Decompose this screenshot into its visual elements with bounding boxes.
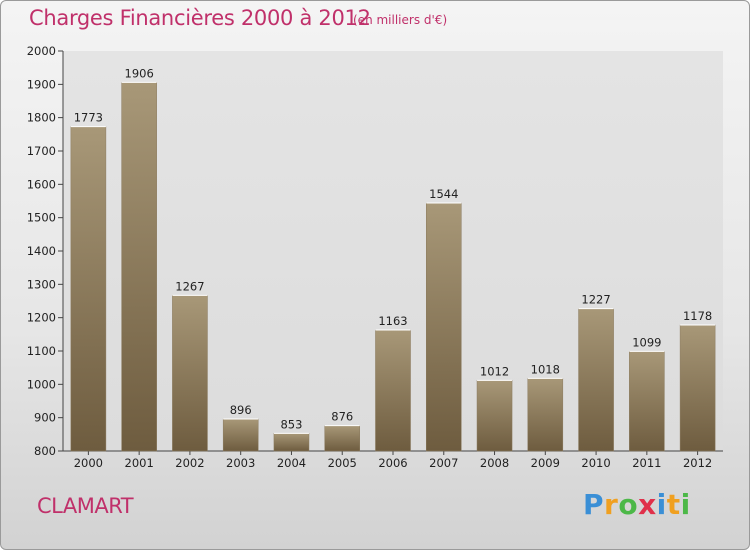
- brand-letter: i: [656, 488, 667, 521]
- data-label-2004: 853: [280, 417, 302, 431]
- bar-2012: [679, 324, 716, 452]
- y-tick-label: 1500: [27, 211, 56, 225]
- y-tick-label: 1700: [27, 144, 56, 158]
- brand-letter: P: [583, 488, 605, 521]
- data-label-2005: 876: [331, 410, 353, 424]
- data-label-2007: 1544: [429, 187, 458, 201]
- x-tick-label-2009: 2009: [531, 456, 560, 470]
- data-label-2006: 1163: [378, 314, 407, 328]
- brand-letter: r: [604, 488, 619, 521]
- data-label-2009: 1018: [531, 362, 560, 376]
- y-tick-label: 1100: [27, 344, 56, 358]
- x-tick-label-2003: 2003: [226, 456, 255, 470]
- bar-2006: [375, 329, 411, 452]
- data-label-2002: 1267: [175, 279, 204, 293]
- bars: [70, 81, 716, 452]
- y-tick-label: 1000: [27, 377, 56, 391]
- value-labels: 1773 1906 1267 896 853 876 1163 1544 1012 1018 122…: [74, 66, 713, 431]
- x-tick-label-2004: 2004: [277, 456, 306, 470]
- x-tick-label-2007: 2007: [429, 456, 458, 470]
- y-tick-label: 2000: [27, 44, 56, 58]
- bar-2007: [426, 202, 462, 452]
- brand-letter: o: [618, 488, 639, 521]
- y-tick-label: 1200: [27, 311, 56, 325]
- brand-logo: Proxiti: [583, 488, 691, 521]
- x-tick-label-2012: 2012: [683, 456, 712, 470]
- chart-subtitle: (en milliers d'€): [353, 13, 448, 27]
- x-axis: 2000 2001 2002 2003 2004 2005 2006 2007 2008 2009…: [63, 450, 723, 470]
- data-label-2012: 1178: [683, 309, 712, 323]
- x-tick-label-2001: 2001: [125, 456, 154, 470]
- bar-2011: [629, 351, 665, 452]
- x-tick-label-2002: 2002: [175, 456, 204, 470]
- data-label-2003: 896: [230, 403, 252, 417]
- y-tick-label: 800: [34, 444, 56, 458]
- y-tick-label: 1800: [27, 111, 56, 125]
- bar-2001: [121, 82, 157, 452]
- y-tick-label: 900: [34, 411, 56, 425]
- x-tick-label-2006: 2006: [378, 456, 407, 470]
- bar-2005: [324, 425, 360, 452]
- data-label-2000: 1773: [74, 111, 103, 125]
- bar-2008: [476, 380, 513, 452]
- bar-2004: [273, 433, 310, 452]
- bar-2002: [172, 295, 208, 452]
- chart-title: Charges Financières 2000 à 2012: [29, 6, 371, 30]
- y-tick-label: 1300: [27, 277, 56, 291]
- city-name: CLAMART: [37, 494, 134, 518]
- bar-2009: [527, 378, 564, 452]
- y-tick-label: 1600: [27, 177, 56, 191]
- bar-2010: [578, 308, 614, 452]
- bar-2003: [222, 418, 259, 452]
- brand-letter: i: [680, 488, 691, 521]
- data-label-2008: 1012: [480, 364, 509, 378]
- y-tick-label: 1400: [27, 244, 56, 258]
- data-label-2010: 1227: [581, 293, 610, 307]
- brand-letter: x: [638, 488, 657, 521]
- x-tick-label-2008: 2008: [480, 456, 509, 470]
- data-label-2011: 1099: [632, 335, 661, 349]
- data-label-2001: 1906: [125, 66, 154, 80]
- bar-2000: [70, 126, 107, 452]
- y-axis: 800 900 1000 1100 1200 1300 1400 1500 1600 1700 18…: [27, 44, 64, 458]
- x-tick-label-2011: 2011: [632, 456, 661, 470]
- x-tick-label-2010: 2010: [581, 456, 610, 470]
- brand-letter: t: [666, 488, 681, 521]
- x-tick-label-2005: 2005: [328, 456, 357, 470]
- x-tick-label-2000: 2000: [74, 456, 103, 470]
- y-tick-label: 1900: [27, 77, 56, 91]
